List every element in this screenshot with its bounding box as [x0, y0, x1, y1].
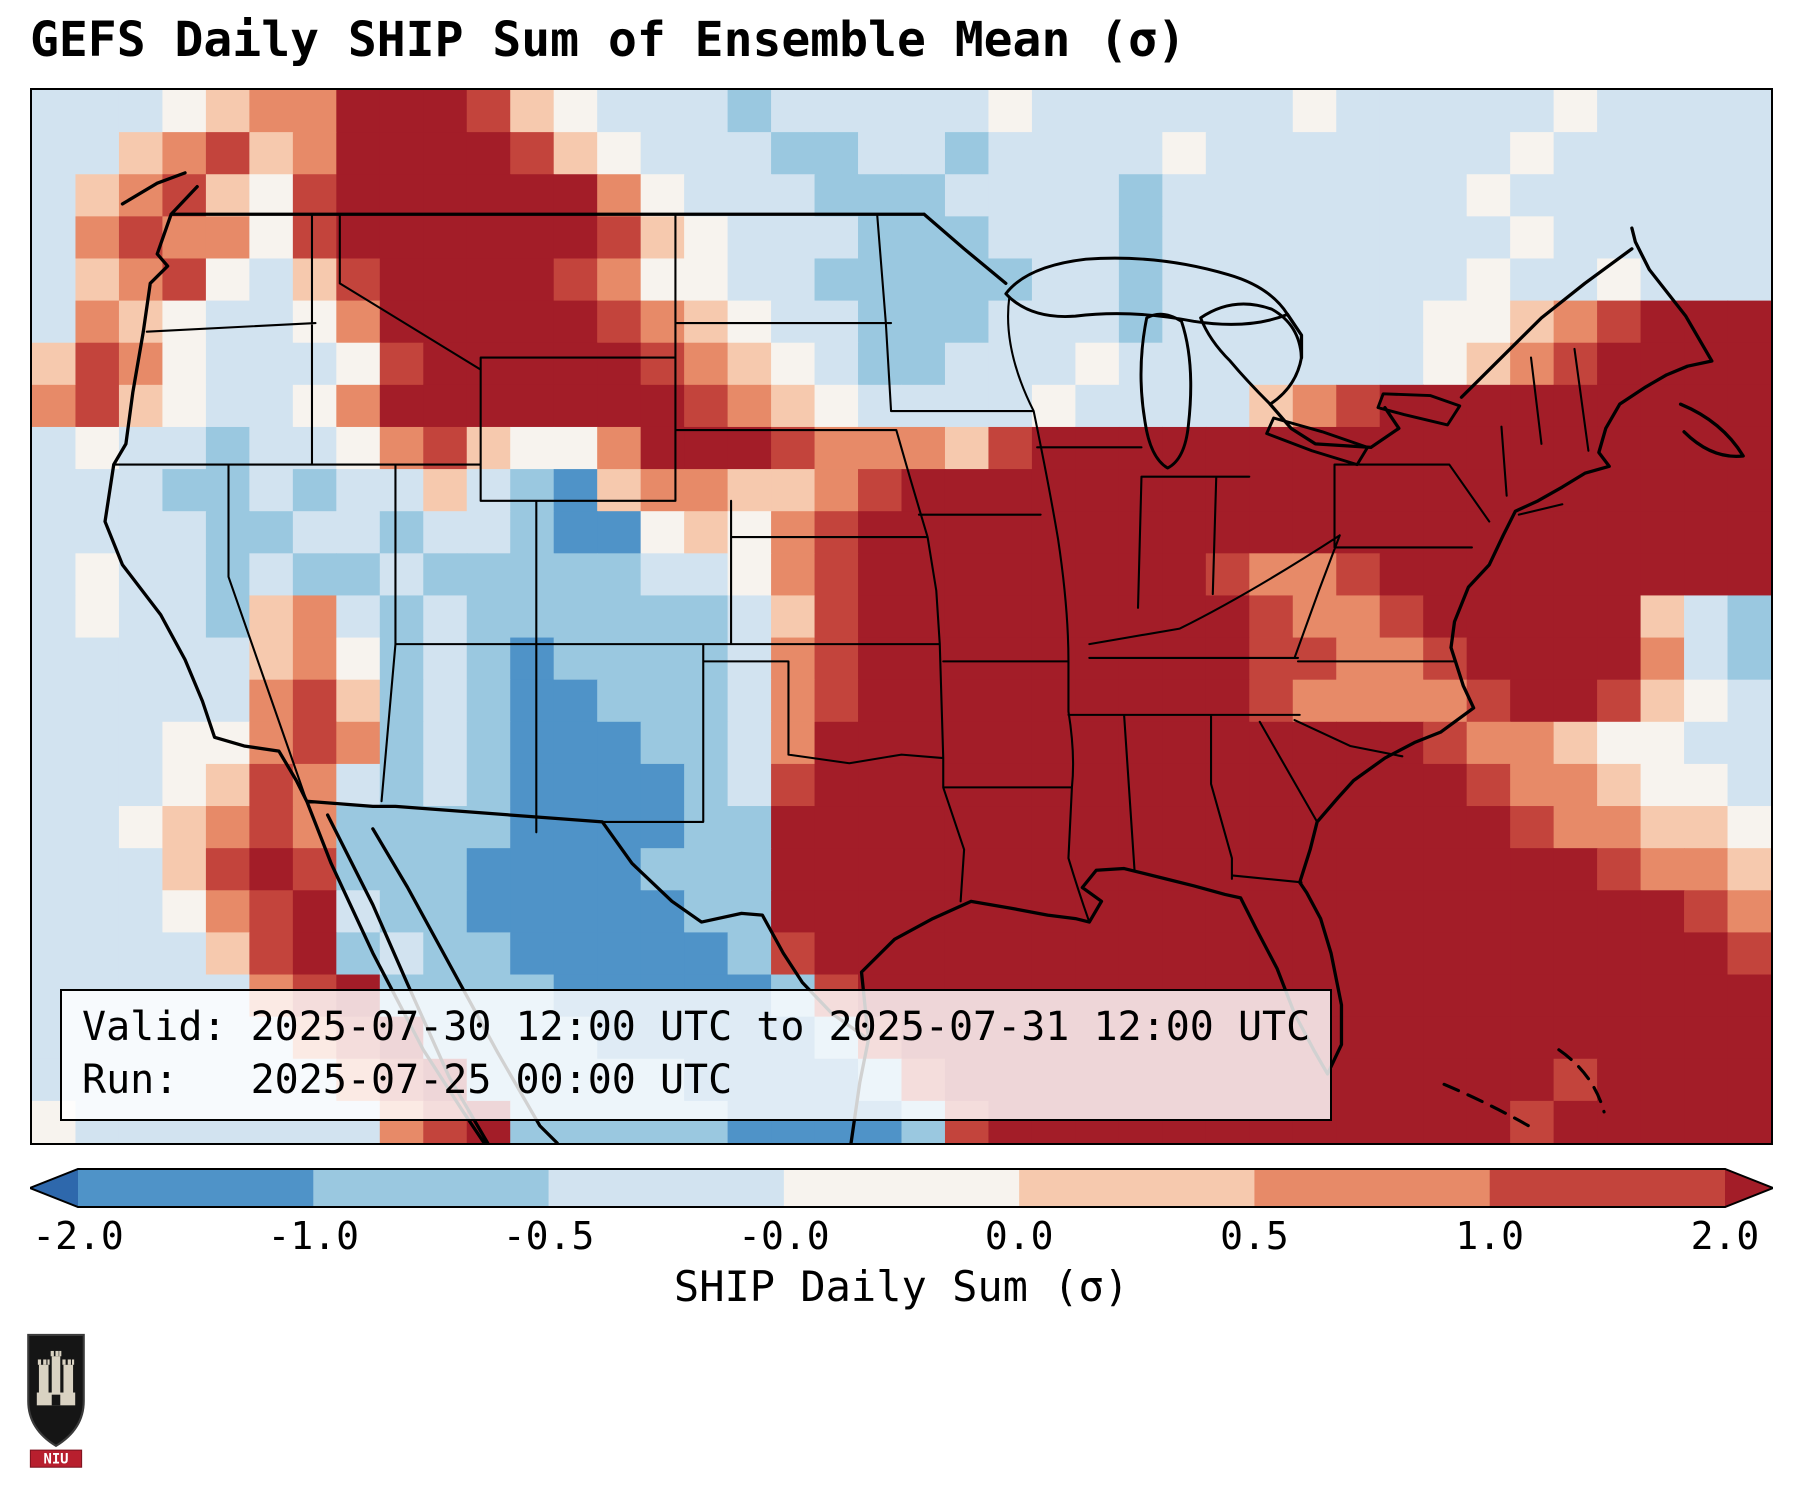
colorbar-segment: [548, 1168, 785, 1208]
colorbar-tick-label: -1.0: [267, 1214, 360, 1258]
valid-line: Valid: 2025-07-30 12:00 UTC to 2025-07-3…: [82, 1004, 1311, 1051]
colorbar-tick-labels: -2.0 -1.0 -0.5 -0.0 0.0 0.5 1.0 2.0: [30, 1214, 1773, 1264]
colorbar-tick-label: 0.5: [1220, 1214, 1289, 1258]
valid-run-info-box: Valid: 2025-07-30 12:00 UTC to 2025-07-3…: [60, 989, 1333, 1121]
niu-logo-text: NIU: [43, 1451, 68, 1467]
niu-logo: NIU: [24, 1330, 88, 1470]
niu-banner: [29, 1449, 83, 1468]
colorbar-outline: [30, 1168, 1773, 1208]
figure-title: GEFS Daily SHIP Sum of Ensemble Mean (σ): [30, 12, 1186, 68]
colorbar-axis-label: SHIP Daily Sum (σ): [673, 1262, 1130, 1311]
run-line: Run: 2025-07-25 00:00 UTC: [82, 1057, 733, 1104]
heatmap-cells-layer: [32, 90, 1771, 1143]
colorbar-gradient: [30, 1168, 1773, 1208]
cuba-coast-dashed-path: [1442, 1048, 1606, 1131]
colorbar-segment: [1254, 1168, 1491, 1208]
geography-borders-layer: [103, 171, 1745, 1143]
colorbar-segment: [78, 1168, 314, 1208]
colorbar-segment: [1489, 1168, 1726, 1208]
colorbar-tick-label: -0.5: [502, 1214, 595, 1258]
castle-gate: [51, 1394, 61, 1406]
colorbar-tick-label: 1.0: [1455, 1214, 1525, 1258]
coastline-path: [103, 171, 1745, 1143]
colorbar-tick-label: 2.0: [1690, 1214, 1760, 1258]
colorbar-segment: [30, 1168, 78, 1208]
colorbar-segment: [313, 1168, 550, 1208]
great-lakes-path: [1004, 256, 1462, 470]
colorbar-tick-label: 0.0: [984, 1214, 1054, 1258]
conus-heatmap: [32, 90, 1771, 1143]
colorbar-tick-label: -0.0: [738, 1214, 830, 1258]
colorbar-segment: [783, 1168, 1020, 1208]
colorbar-segment: [1019, 1168, 1256, 1208]
map-panel: Valid: 2025-07-30 12:00 UTC to 2025-07-3…: [30, 88, 1773, 1145]
niu-logo-graphic: NIU: [27, 1333, 85, 1468]
colorbar-segment: [1725, 1168, 1773, 1208]
state-borders-path: [112, 213, 1590, 924]
colorbar-tick-label: -2.0: [32, 1214, 124, 1258]
